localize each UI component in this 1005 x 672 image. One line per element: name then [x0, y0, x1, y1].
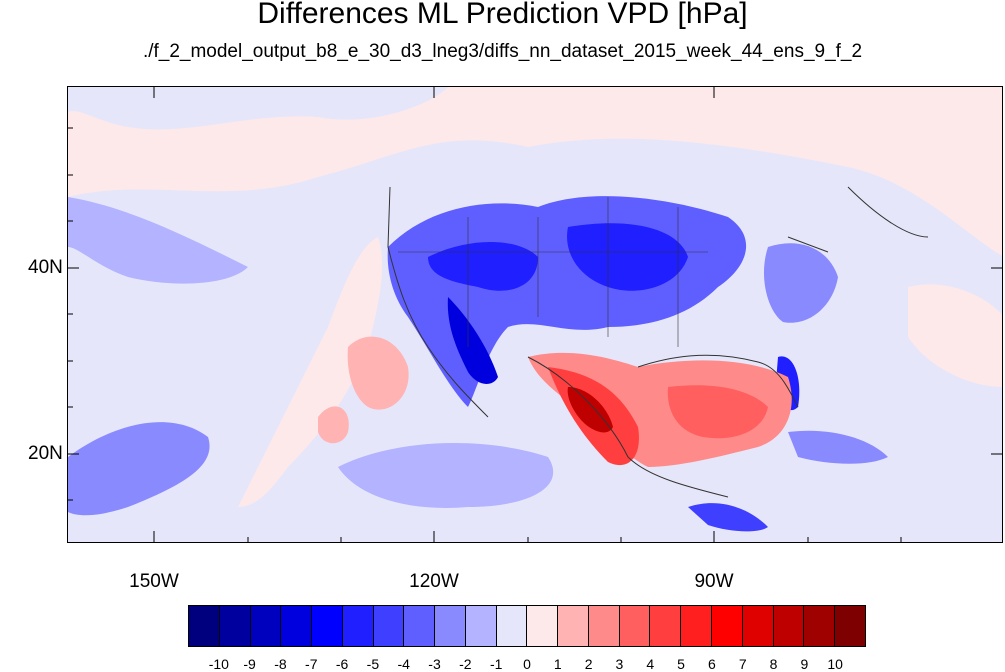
lat-label-40n: 40N — [28, 257, 63, 278]
colorbar-swatch — [219, 606, 251, 646]
vpd-difference-map — [67, 86, 1003, 543]
colorbar-swatch — [435, 606, 466, 646]
colorbar-label: 2 — [584, 656, 593, 672]
colorbar-label: -1 — [489, 656, 503, 672]
lon-label-120w: 120W — [409, 571, 459, 592]
colorbar-swatch — [312, 606, 343, 646]
colorbar-swatch — [804, 606, 836, 646]
colorbar — [188, 605, 866, 647]
colorbar-swatch — [342, 606, 374, 646]
colorbar-label: 7 — [738, 656, 747, 672]
colorbar-label: 5 — [677, 656, 685, 672]
colorbar-swatch — [650, 606, 682, 646]
colorbar-label: 8 — [769, 656, 778, 672]
colorbar-label: -5 — [366, 656, 380, 672]
colorbar-label: -9 — [243, 656, 256, 672]
colorbar-label: -8 — [274, 656, 287, 672]
colorbar-swatch — [681, 606, 713, 646]
colorbar-swatch — [773, 606, 805, 646]
colorbar-label: -10 — [208, 656, 229, 672]
colorbar-swatch — [742, 606, 774, 646]
colorbar-label: -2 — [459, 656, 472, 672]
colorbar-label: -6 — [335, 656, 349, 672]
colorbar-swatch — [373, 606, 405, 646]
colorbar-label: 3 — [615, 656, 624, 672]
colorbar-label: 4 — [646, 656, 655, 672]
colorbar-swatch — [404, 606, 436, 646]
colorbar-label: 9 — [800, 656, 809, 672]
colorbar-swatch — [465, 606, 497, 646]
colorbar-swatch — [527, 606, 559, 646]
colorbar-swatch — [496, 606, 528, 646]
colorbar-swatch — [835, 606, 865, 646]
colorbar-swatch — [281, 606, 313, 646]
map-subtitle: ./f_2_model_output_b8_e_30_d3_lneg3/diff… — [142, 41, 863, 62]
colorbar-label: -3 — [428, 656, 441, 672]
colorbar-label: -7 — [305, 656, 318, 672]
map-title: Differences ML Prediction VPD [hPa] — [257, 0, 748, 30]
colorbar-swatch — [558, 606, 589, 646]
colorbar-label: 0 — [523, 656, 531, 672]
colorbar-label: 6 — [708, 656, 716, 672]
colorbar-label: 10 — [827, 656, 843, 672]
colorbar-swatch — [619, 606, 651, 646]
lat-label-20n: 20N — [28, 443, 63, 464]
lon-label-150w: 150W — [129, 571, 179, 592]
colorbar-swatch — [250, 606, 282, 646]
colorbar-swatch — [189, 606, 220, 646]
colorbar-label: -4 — [397, 656, 410, 672]
lon-label-90w: 90W — [694, 571, 734, 592]
colorbar-swatch — [712, 606, 743, 646]
colorbar-swatch — [588, 606, 620, 646]
map-canvas — [68, 87, 1002, 542]
colorbar-label: 1 — [553, 656, 562, 672]
